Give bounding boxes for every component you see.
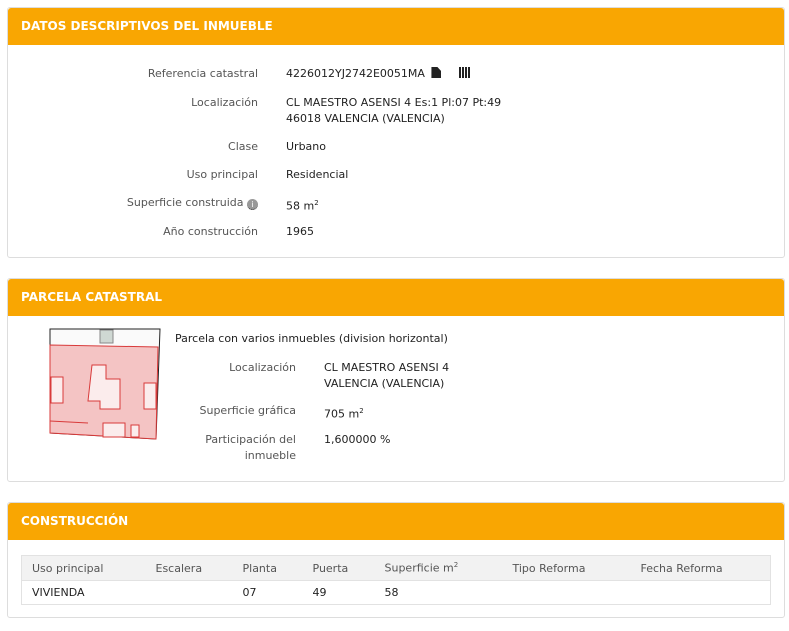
loc-line1: CL MAESTRO ASENSI 4 Es:1 Pl:07 Pt:49: [286, 96, 502, 109]
ref-label: Referencia catastral: [147, 67, 258, 80]
col-escalera: Escalera: [145, 555, 233, 581]
col-planta: Planta: [232, 555, 303, 581]
sup-exp: 2: [314, 199, 319, 207]
parcela-header: PARCELA CATASTRAL: [8, 279, 784, 316]
parcela-desc: Parcela con varios inmuebles (division h…: [175, 332, 448, 345]
parcela-panel: PARCELA CATASTRAL Parcela con varios inm…: [7, 278, 785, 482]
parcela-sup-label: Superficie gráfica: [199, 404, 297, 417]
clase-value: Urbano: [286, 140, 326, 153]
col-puerta: Puerta: [302, 555, 375, 581]
sup-number: 58 m: [286, 199, 315, 213]
loc-value: CL MAESTRO ASENSI 4 Es:1 Pl:07 Pt:49 4601…: [286, 95, 501, 127]
col-superficie-exp: 2: [453, 561, 459, 570]
cell-escalera: [146, 581, 233, 605]
part-label-2: inmueble: [244, 449, 296, 462]
col-superficie-label: Superficie m: [384, 561, 454, 575]
table-header-row: Uso principal Escalera Planta Puerta Sup…: [21, 555, 771, 581]
parcela-loc-line1: CL MAESTRO ASENSI 4: [324, 361, 450, 374]
col-uso: Uso principal: [21, 555, 146, 581]
uso-label: Uso principal: [186, 168, 258, 181]
cell-superficie: 58: [384, 586, 399, 599]
col-tipo-reforma: Tipo Reforma: [502, 555, 631, 581]
info-icon[interactable]: i: [247, 199, 258, 210]
part-label-1: Participación del: [205, 433, 296, 446]
datos-header: DATOS DESCRIPTIVOS DEL INMUEBLE: [8, 8, 784, 45]
cell-fecha-reforma: [631, 581, 771, 605]
clase-label: Clase: [228, 140, 258, 153]
anio-value: 1965: [286, 225, 314, 238]
uso-value: Residencial: [286, 168, 349, 181]
col-superficie: Superficie m2: [374, 555, 503, 581]
cell-uso: VIVIENDA: [32, 586, 85, 599]
construccion-table: Uso principal Escalera Planta Puerta Sup…: [21, 555, 771, 605]
parcela-sup-value: 705 m2: [324, 403, 364, 423]
col-fecha-reforma: Fecha Reforma: [630, 555, 771, 581]
sup-label-wrap: Superficie construida i: [8, 195, 258, 211]
parcela-sup-exp: 2: [359, 407, 364, 415]
part-label: Participación del inmueble: [168, 432, 296, 464]
sup-value: 58 m2: [286, 195, 319, 215]
cell-puerta: 49: [312, 586, 327, 599]
parcela-loc-value: CL MAESTRO ASENSI 4 VALENCIA (VALENCIA): [324, 360, 449, 392]
construccion-header: CONSTRUCCIÓN: [8, 503, 784, 540]
barcode-icon[interactable]: [458, 67, 471, 78]
parcela-loc-line2: VALENCIA (VALENCIA): [324, 377, 445, 390]
datos-panel: DATOS DESCRIPTIVOS DEL INMUEBLE Referenc…: [7, 7, 785, 258]
cell-planta: 07: [242, 586, 257, 599]
loc-line2: 46018 VALENCIA (VALENCIA): [286, 112, 445, 125]
ref-text[interactable]: 4226012YJ2742E0051MA: [286, 67, 425, 80]
construccion-panel: CONSTRUCCIÓN Uso principal Escalera Plan…: [7, 502, 785, 618]
ref-value: 4226012YJ2742E0051MA: [286, 66, 471, 82]
parcel-map[interactable]: [48, 327, 164, 443]
anio-label: Año construcción: [163, 225, 258, 238]
parcela-loc-label: Localización: [229, 361, 296, 374]
sup-label: Superficie construida: [126, 196, 244, 209]
parcela-sup-number: 705 m: [324, 407, 360, 421]
table-row: VIVIENDA 07 49 58: [22, 581, 771, 605]
cell-tipo-reforma: [503, 581, 631, 605]
part-value: 1,600000 %: [324, 433, 391, 446]
copy-icon[interactable]: [431, 67, 442, 78]
loc-label: Localización: [191, 96, 258, 109]
